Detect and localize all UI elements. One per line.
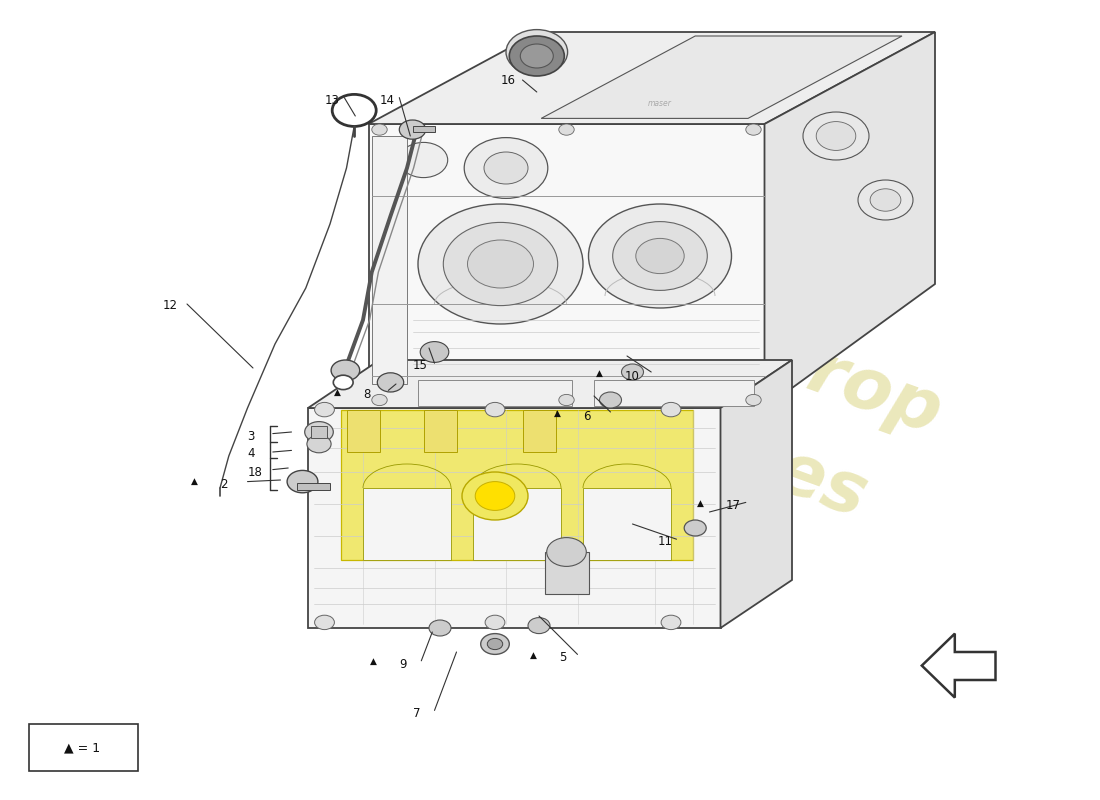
Circle shape — [661, 615, 681, 630]
Text: 9: 9 — [399, 658, 407, 670]
Polygon shape — [346, 410, 380, 452]
Circle shape — [468, 240, 534, 288]
Text: ▲: ▲ — [697, 498, 704, 508]
Polygon shape — [412, 126, 434, 132]
Text: ▲: ▲ — [554, 409, 561, 418]
Circle shape — [684, 520, 706, 536]
Circle shape — [600, 392, 621, 408]
Circle shape — [547, 538, 586, 566]
Circle shape — [481, 634, 509, 654]
Circle shape — [588, 204, 732, 308]
Text: 3: 3 — [248, 430, 255, 442]
Circle shape — [746, 124, 761, 135]
Text: àrtes: àrtes — [654, 395, 877, 533]
Text: europ: europ — [704, 303, 950, 449]
Circle shape — [332, 94, 376, 126]
Circle shape — [803, 112, 869, 160]
Text: 16: 16 — [500, 74, 516, 86]
Circle shape — [613, 222, 707, 290]
Polygon shape — [473, 488, 561, 560]
Text: 8: 8 — [363, 388, 371, 401]
Text: 6: 6 — [583, 410, 591, 422]
Circle shape — [399, 120, 426, 139]
Circle shape — [315, 402, 334, 417]
Polygon shape — [544, 552, 588, 594]
Text: ▲: ▲ — [334, 387, 341, 397]
Polygon shape — [311, 426, 327, 438]
Polygon shape — [297, 483, 330, 490]
Circle shape — [661, 402, 681, 417]
Text: a passion for parts since 1985: a passion for parts since 1985 — [408, 509, 670, 619]
Circle shape — [315, 615, 334, 630]
Circle shape — [746, 394, 761, 406]
Circle shape — [418, 204, 583, 324]
Polygon shape — [308, 360, 792, 408]
Circle shape — [443, 222, 558, 306]
Circle shape — [528, 618, 550, 634]
Polygon shape — [308, 408, 720, 628]
Text: 7: 7 — [412, 707, 420, 720]
Polygon shape — [720, 360, 792, 628]
Text: 13: 13 — [324, 94, 340, 106]
Text: ▲: ▲ — [530, 650, 537, 660]
Circle shape — [307, 435, 331, 453]
Text: 2: 2 — [220, 478, 228, 490]
Text: 5: 5 — [559, 651, 566, 664]
Circle shape — [636, 238, 684, 274]
Text: 18: 18 — [248, 466, 263, 478]
Text: 12: 12 — [163, 299, 178, 312]
Circle shape — [464, 138, 548, 198]
Circle shape — [429, 620, 451, 636]
Text: 15: 15 — [412, 359, 428, 372]
Polygon shape — [922, 634, 996, 698]
Polygon shape — [594, 380, 754, 406]
Text: ▲: ▲ — [191, 477, 198, 486]
Circle shape — [621, 364, 643, 380]
Polygon shape — [424, 410, 456, 452]
Circle shape — [475, 482, 515, 510]
Circle shape — [484, 152, 528, 184]
Circle shape — [509, 36, 564, 76]
Text: ▲ = 1: ▲ = 1 — [65, 742, 100, 754]
Text: 4: 4 — [248, 447, 255, 460]
Polygon shape — [583, 488, 671, 560]
Circle shape — [399, 142, 448, 178]
Circle shape — [559, 394, 574, 406]
Circle shape — [559, 124, 574, 135]
Text: ▲: ▲ — [596, 369, 603, 378]
Polygon shape — [522, 410, 556, 452]
Polygon shape — [418, 380, 572, 406]
Polygon shape — [341, 410, 693, 560]
Circle shape — [287, 470, 318, 493]
FancyBboxPatch shape — [29, 724, 138, 771]
Circle shape — [420, 342, 449, 362]
Circle shape — [858, 180, 913, 220]
Circle shape — [372, 124, 387, 135]
Polygon shape — [368, 124, 764, 408]
Text: 11: 11 — [658, 535, 673, 548]
Polygon shape — [363, 488, 451, 560]
Circle shape — [377, 373, 404, 392]
Text: 14: 14 — [379, 94, 395, 106]
Polygon shape — [368, 32, 935, 124]
Circle shape — [487, 638, 503, 650]
Circle shape — [331, 360, 360, 381]
Text: 10: 10 — [625, 370, 640, 382]
Polygon shape — [372, 136, 407, 384]
Circle shape — [520, 44, 553, 68]
Text: 17: 17 — [726, 499, 741, 512]
Circle shape — [485, 615, 505, 630]
Circle shape — [333, 375, 353, 390]
Circle shape — [816, 122, 856, 150]
Circle shape — [372, 394, 387, 406]
Polygon shape — [764, 32, 935, 408]
Circle shape — [506, 30, 568, 74]
Circle shape — [462, 472, 528, 520]
Circle shape — [870, 189, 901, 211]
Text: ▲: ▲ — [371, 657, 377, 666]
Polygon shape — [541, 36, 902, 118]
Circle shape — [305, 422, 333, 442]
Text: maser: maser — [648, 99, 672, 109]
Circle shape — [485, 402, 505, 417]
